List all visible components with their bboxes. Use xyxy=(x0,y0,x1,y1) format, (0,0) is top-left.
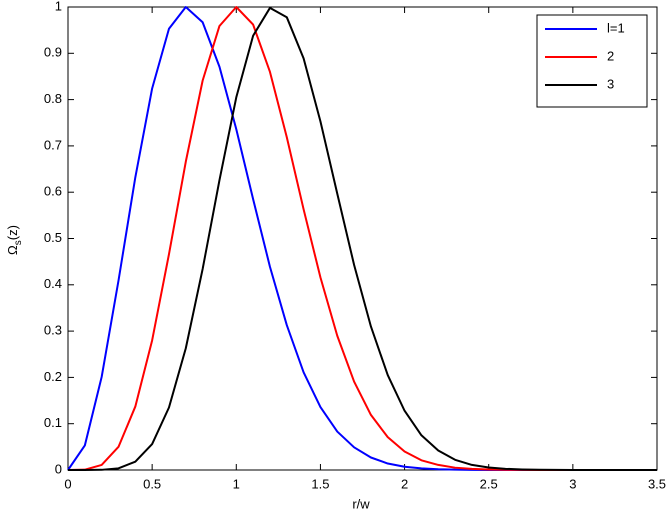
series-line xyxy=(68,6,657,471)
y-label-rest: (z) xyxy=(5,225,20,240)
y-tick-label: 0.4 xyxy=(44,276,62,291)
x-tick-label: 2.5 xyxy=(480,476,498,491)
x-axis-label: r/w xyxy=(352,496,370,511)
x-tick-label: 0.5 xyxy=(143,476,161,491)
x-tick-label: 3.5 xyxy=(648,476,666,491)
y-tick-label: 0.1 xyxy=(44,415,62,430)
legend-label: 3 xyxy=(607,76,614,91)
legend-box xyxy=(536,14,648,108)
x-tick-label: 3 xyxy=(569,476,576,491)
x-tick-label: 0 xyxy=(64,476,71,491)
y-tick-label: 0.5 xyxy=(44,230,62,245)
y-tick-label: 0.3 xyxy=(44,323,62,338)
y-tick-label: 0.8 xyxy=(44,91,62,106)
x-tick-label: 1 xyxy=(233,476,240,491)
x-tick-label: 2 xyxy=(401,476,408,491)
y-label-sub: s xyxy=(13,240,24,245)
x-tick-label: 1.5 xyxy=(311,476,329,491)
y-tick-label: 0.6 xyxy=(44,184,62,199)
series-line xyxy=(67,6,573,471)
y-tick-label: 1 xyxy=(55,0,62,13)
y-axis-label: Ωs(z) xyxy=(5,225,23,255)
y-tick-label: 0 xyxy=(55,461,62,476)
legend-label: 2 xyxy=(607,48,614,63)
y-tick-label: 0.9 xyxy=(44,45,62,60)
legend-label: l=1 xyxy=(607,20,625,35)
y-tick-label: 0.2 xyxy=(44,369,62,384)
y-tick-label: 0.7 xyxy=(44,137,62,152)
y-label-base: Ω xyxy=(5,245,20,255)
